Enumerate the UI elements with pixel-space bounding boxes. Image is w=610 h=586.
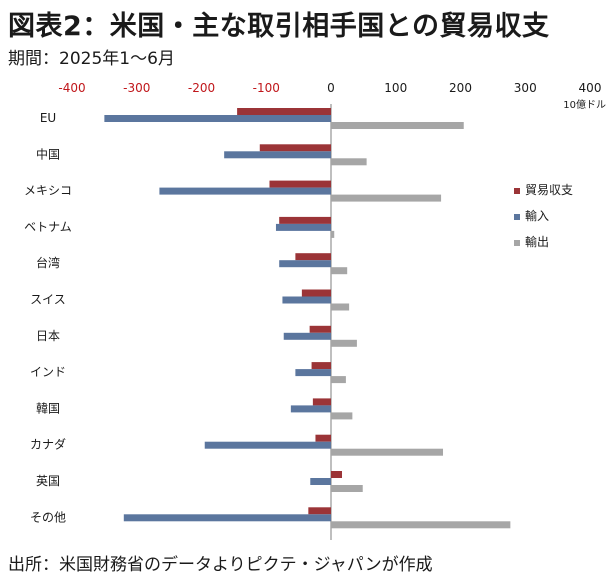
x-tick-label: 300: [514, 81, 537, 95]
x-tick-label: -400: [58, 81, 85, 95]
imports-bar: [104, 115, 331, 122]
category-label: スイス: [30, 293, 66, 307]
trade-balance-bar: [301, 289, 331, 297]
x-tick-label: 100: [384, 81, 407, 95]
trade-balance-bar: [237, 108, 331, 115]
category-label: 韓国: [36, 401, 60, 415]
x-tick-label: -300: [123, 81, 150, 95]
imports-bar: [310, 478, 331, 485]
imports-bar: [275, 223, 331, 231]
category-label: その他: [30, 510, 66, 524]
source-note: 出所：米国財務省のデータよりピクテ・ジャパンが作成: [8, 555, 433, 575]
exports-bar: [331, 521, 511, 529]
x-tick-label: 0: [327, 81, 335, 95]
imports-bar: [295, 369, 331, 377]
trade-balance-bar: [312, 398, 331, 406]
imports-bar: [224, 151, 331, 159]
category-label: カナダ: [30, 437, 66, 452]
category-label: インド: [30, 365, 66, 379]
exports-bar: [331, 122, 464, 129]
category-label: 英国: [36, 474, 60, 488]
imports-bar: [204, 441, 331, 449]
imports-bar: [123, 514, 331, 522]
category-label: 日本: [36, 329, 60, 343]
trade-balance-bar: [295, 253, 331, 261]
x-tick-label: -200: [188, 81, 215, 95]
imports-bar: [159, 187, 331, 195]
exports-bar: [331, 230, 335, 238]
exports-bar: [331, 158, 367, 166]
x-tick-label: 200: [449, 81, 472, 95]
category-label: ベトナム: [24, 220, 72, 234]
category-label: 台湾: [36, 255, 60, 270]
page-title: 図表2：米国・主な取引相手国との貿易収支: [8, 11, 550, 42]
x-tick-label: 400: [579, 81, 602, 95]
exports-bar: [331, 485, 363, 492]
category-label: EU: [40, 111, 56, 125]
unit-label: 10億ドル: [563, 98, 606, 111]
imports-bar: [279, 260, 331, 268]
trade-balance-bar: [279, 216, 331, 224]
trade-balance-legend-label: 貿易収支: [525, 183, 573, 197]
trade-balance-bar: [259, 144, 331, 152]
trade-balance-bar: [269, 180, 331, 188]
imports-bar: [282, 296, 331, 304]
imports-legend-label: 輸入: [525, 208, 549, 223]
trade-balance-bar: [309, 325, 331, 333]
trade-balance-bar: [331, 471, 343, 478]
exports-bar: [331, 339, 357, 347]
trade-balance-bar: [311, 362, 331, 370]
period-label: 期間：2025年1～6月: [8, 49, 175, 69]
category-label: 中国: [36, 146, 60, 161]
category-label: メキシコ: [24, 184, 72, 198]
x-tick-label: -100: [253, 81, 280, 95]
trade-balance-bar: [315, 434, 331, 442]
exports-bar: [331, 448, 444, 456]
trade-balance-legend-swatch: [514, 188, 520, 194]
exports-bar: [331, 194, 442, 202]
trade-balance-bar: [308, 507, 331, 515]
exports-legend-label: 輸出: [525, 234, 549, 249]
exports-bar: [331, 267, 348, 275]
exports-bar: [331, 412, 353, 420]
imports-bar: [290, 405, 331, 413]
imports-bar: [283, 332, 331, 340]
exports-legend-swatch: [514, 240, 520, 246]
imports-legend-swatch: [514, 214, 520, 220]
exports-bar: [331, 303, 350, 311]
exports-bar: [331, 376, 346, 384]
